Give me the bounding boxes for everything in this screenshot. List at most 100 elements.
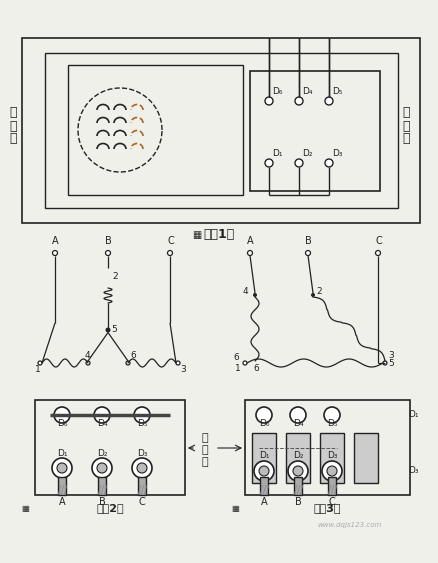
Bar [35, 400, 185, 495]
Circle shape [126, 361, 130, 365]
Bar [354, 433, 378, 483]
Circle shape [295, 97, 303, 105]
Text: 5: 5 [388, 359, 394, 368]
Circle shape [176, 361, 180, 365]
Bar [252, 433, 276, 483]
Text: C: C [138, 497, 145, 507]
Circle shape [53, 251, 57, 256]
Text: 板: 板 [201, 457, 208, 467]
Text: D₆: D₆ [272, 87, 283, 96]
Text: 6: 6 [253, 364, 259, 373]
Circle shape [54, 407, 70, 423]
Circle shape [311, 293, 315, 297]
Circle shape [253, 293, 257, 297]
Text: 机: 机 [9, 132, 17, 145]
Text: D₁: D₁ [259, 451, 269, 460]
Bar [294, 477, 302, 495]
Text: 线: 线 [402, 119, 410, 132]
Circle shape [290, 407, 306, 423]
Bar [98, 477, 106, 495]
Text: 图（2）: 图（2） [96, 503, 124, 513]
Text: 6: 6 [130, 351, 136, 360]
Text: 1: 1 [235, 364, 241, 373]
Circle shape [383, 361, 387, 365]
Bar [245, 400, 410, 495]
Circle shape [327, 466, 337, 476]
Circle shape [86, 361, 90, 365]
Text: 图（3）: 图（3） [314, 503, 341, 513]
Bar [22, 38, 420, 223]
Text: 6: 6 [233, 353, 239, 362]
Circle shape [106, 251, 110, 256]
Text: 线: 线 [201, 445, 208, 455]
Text: D₃: D₃ [137, 449, 148, 458]
Text: 3: 3 [180, 365, 186, 374]
Circle shape [137, 463, 147, 473]
Circle shape [325, 97, 333, 105]
Circle shape [254, 461, 274, 481]
Circle shape [325, 159, 333, 167]
Circle shape [52, 458, 72, 478]
Bar [320, 433, 344, 483]
Text: 2: 2 [316, 287, 321, 296]
Circle shape [288, 461, 308, 481]
Text: 接: 接 [201, 433, 208, 443]
Text: D₁: D₁ [408, 410, 418, 419]
Text: D₁: D₁ [272, 149, 283, 158]
Text: 电: 电 [9, 106, 17, 119]
Circle shape [106, 328, 110, 333]
Text: B: B [295, 497, 301, 507]
Circle shape [256, 407, 272, 423]
Circle shape [167, 251, 173, 256]
Bar [45, 53, 398, 208]
Circle shape [247, 251, 252, 256]
Circle shape [92, 458, 112, 478]
Text: D₄: D₄ [302, 87, 312, 96]
Circle shape [265, 97, 273, 105]
Text: D₃: D₃ [332, 149, 343, 158]
Text: D₆: D₆ [259, 419, 269, 428]
Text: D₁: D₁ [57, 449, 67, 458]
Text: D₅: D₅ [332, 87, 343, 96]
Text: 板: 板 [402, 132, 410, 145]
Text: 3: 3 [388, 351, 394, 360]
Bar [68, 65, 243, 195]
Text: ▦: ▦ [192, 230, 201, 240]
Circle shape [322, 461, 342, 481]
Text: 4: 4 [243, 287, 249, 296]
Circle shape [243, 361, 247, 365]
Text: 图（1）: 图（1） [203, 229, 235, 242]
Text: B: B [305, 236, 312, 246]
Bar [58, 477, 66, 495]
Text: B: B [99, 497, 106, 507]
Text: 接: 接 [402, 106, 410, 119]
Text: 2: 2 [112, 272, 118, 281]
Circle shape [57, 463, 67, 473]
Text: C: C [167, 236, 174, 246]
Text: 4: 4 [85, 351, 91, 360]
Text: C: C [328, 497, 336, 507]
Circle shape [94, 407, 110, 423]
Text: A: A [261, 497, 267, 507]
Bar [328, 477, 336, 495]
Circle shape [132, 458, 152, 478]
Text: ▦: ▦ [231, 503, 239, 512]
Text: D₆: D₆ [57, 419, 67, 428]
Text: D₅: D₅ [327, 419, 338, 428]
Text: D₄: D₄ [97, 419, 107, 428]
Text: www.dqjs123.com: www.dqjs123.com [318, 522, 382, 528]
Text: D₃: D₃ [408, 466, 418, 475]
Circle shape [295, 159, 303, 167]
Text: D₅: D₅ [137, 419, 148, 428]
Text: D₂: D₂ [302, 149, 312, 158]
Circle shape [375, 251, 381, 256]
Text: A: A [59, 497, 65, 507]
Circle shape [324, 407, 340, 423]
Text: 5: 5 [111, 325, 117, 334]
Circle shape [38, 361, 42, 365]
Text: ▦: ▦ [21, 503, 29, 512]
Text: B: B [105, 236, 112, 246]
Text: D₄: D₄ [293, 419, 304, 428]
Circle shape [265, 159, 273, 167]
Text: 1: 1 [35, 365, 41, 374]
